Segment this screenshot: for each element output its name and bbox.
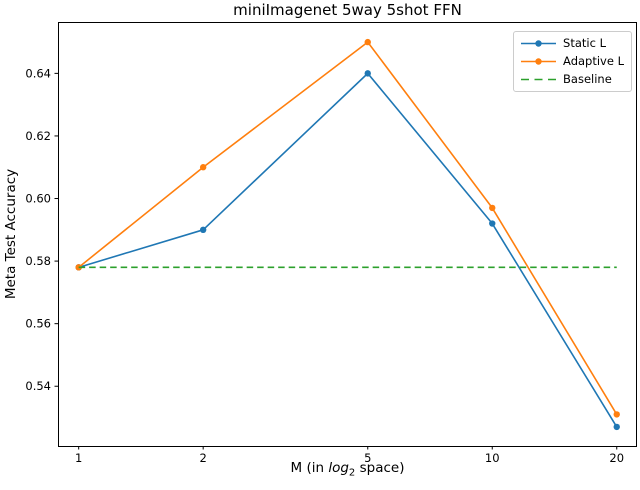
series-marker-adaptive-l <box>489 204 496 212</box>
axes-spines <box>58 22 637 447</box>
legend-sample-adaptive-l <box>521 58 557 65</box>
x-axis-label-sub: 2 <box>348 467 356 479</box>
x-axis-label-suffix: space) <box>355 460 405 476</box>
legend-sample-baseline <box>521 78 557 81</box>
series-marker-static-l <box>489 220 496 227</box>
series-line-adaptive-l <box>78 41 618 415</box>
legend-label: Static L <box>563 36 606 50</box>
y-tick-label: 0.54 <box>25 379 51 393</box>
y-tick-label: 0.62 <box>25 129 51 143</box>
series-marker-static-l <box>199 226 207 234</box>
x-tick-label: 20 <box>609 451 624 465</box>
series-marker-adaptive-l <box>364 38 371 46</box>
series-marker-static-l <box>364 70 371 77</box>
series-line-static-l <box>78 72 618 428</box>
series-marker-adaptive-l <box>199 164 207 171</box>
x-axis-label-prefix: M (in <box>290 460 329 476</box>
x-axis-label-log: log <box>328 460 349 476</box>
y-tick-label: 0.56 <box>25 317 51 331</box>
series-marker-static-l <box>613 423 620 431</box>
legend-label: Baseline <box>563 72 612 86</box>
y-tick-label: 0.60 <box>25 192 51 206</box>
legend-sample-static-l <box>521 40 557 47</box>
y-tick-label: 0.64 <box>25 66 51 80</box>
legend: Static L Adaptive L Baseline <box>513 31 632 92</box>
legend-item-static-l: Static L <box>520 36 624 51</box>
x-tick-label: 5 <box>364 451 371 465</box>
series-marker-adaptive-l <box>613 411 620 418</box>
x-tick-label: 2 <box>200 451 207 465</box>
x-tick-label: 10 <box>485 451 500 465</box>
chart-title: miniImagenet 5way 5shot FFN <box>233 1 462 19</box>
x-tick-label: 1 <box>75 451 82 465</box>
legend-label: Adaptive L <box>563 54 624 68</box>
legend-item-baseline: Baseline <box>520 72 624 87</box>
legend-item-adaptive-l: Adaptive L <box>520 54 624 69</box>
x-axis-label: M (in log2 space) <box>58 460 637 479</box>
y-tick-label: 0.58 <box>25 254 51 268</box>
